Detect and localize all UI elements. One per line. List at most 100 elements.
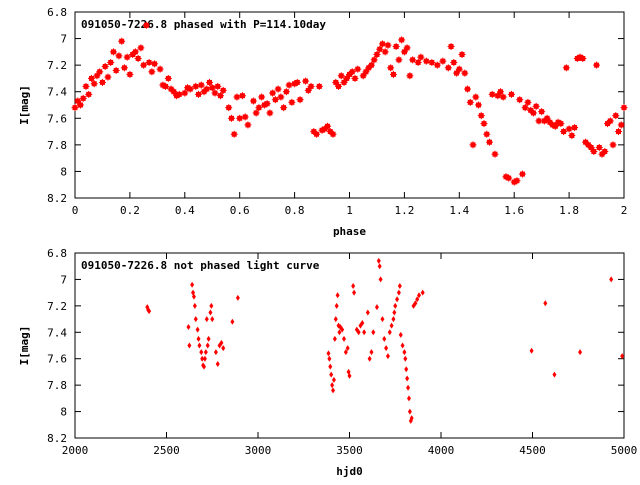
phased-plot: 0 0.2 0.4 0.6 0.8 1 1.2 1.4 1.6 1.8 2 6.8 7 7.2 7.4 7.6… xyxy=(18,6,628,238)
data-point xyxy=(219,339,224,346)
data-point xyxy=(403,44,411,52)
x-tick-label: 0 xyxy=(72,204,79,217)
data-point xyxy=(488,90,496,98)
data-point xyxy=(192,302,197,309)
y-tick-label: 8.2 xyxy=(47,432,67,445)
data-point xyxy=(480,120,488,128)
data-point xyxy=(406,395,411,402)
data-point xyxy=(148,68,156,76)
data-point xyxy=(134,55,142,62)
data-point xyxy=(359,72,367,80)
data-point xyxy=(195,326,200,333)
data-point xyxy=(205,342,210,349)
data-point xyxy=(516,96,524,104)
data-point xyxy=(378,276,383,283)
data-point xyxy=(400,342,405,349)
data-point xyxy=(104,73,112,81)
data-point xyxy=(340,78,348,86)
data-point xyxy=(385,353,390,360)
data-point xyxy=(162,82,170,90)
data-point xyxy=(392,43,400,51)
data-point xyxy=(202,355,207,362)
data-point xyxy=(433,61,441,69)
data-point xyxy=(587,144,595,152)
x-tick-label: 3500 xyxy=(336,444,363,457)
data-point xyxy=(329,130,337,138)
data-point xyxy=(384,345,389,352)
data-point xyxy=(79,94,87,102)
y-tick-label: 7.8 xyxy=(47,379,67,392)
data-point xyxy=(565,125,573,133)
data-point xyxy=(617,121,625,129)
data-point xyxy=(593,61,601,69)
data-point xyxy=(192,82,200,90)
data-point xyxy=(609,141,617,149)
y-tick-label: 7.6 xyxy=(47,353,67,366)
data-point xyxy=(499,93,507,101)
data-point xyxy=(190,281,195,288)
data-point xyxy=(209,302,214,309)
data-point xyxy=(340,326,345,333)
data-point xyxy=(417,53,425,61)
data-point xyxy=(202,363,207,370)
data-point xyxy=(398,331,403,338)
x-tick-label: 0.6 xyxy=(230,204,250,217)
y-axis-label: I[mag] xyxy=(18,85,31,125)
data-point xyxy=(96,68,104,76)
data-point xyxy=(304,86,312,94)
data-point xyxy=(571,124,579,132)
data-point xyxy=(352,289,357,296)
data-point xyxy=(216,92,224,100)
data-point xyxy=(175,90,183,98)
data-point xyxy=(271,96,279,104)
data-point xyxy=(360,320,365,327)
data-point xyxy=(391,316,396,323)
data-point xyxy=(422,57,430,65)
data-point xyxy=(274,85,282,93)
data-point xyxy=(214,82,222,90)
data-point xyxy=(131,48,139,56)
y-tick-label: 7 xyxy=(60,33,67,46)
data-point xyxy=(406,72,414,80)
data-point xyxy=(406,384,411,391)
data-point xyxy=(204,316,209,323)
data-point xyxy=(620,353,625,360)
data-point xyxy=(307,82,315,90)
data-point xyxy=(101,62,109,70)
x-tick-label: 4500 xyxy=(519,444,546,457)
data-point xyxy=(213,349,218,356)
data-point xyxy=(393,302,398,309)
data-point xyxy=(147,308,152,315)
y-tick-label: 8 xyxy=(60,165,67,178)
data-point xyxy=(595,144,603,152)
data-point xyxy=(193,316,198,323)
data-point xyxy=(334,302,339,309)
data-point xyxy=(609,276,614,283)
data-point xyxy=(615,128,623,136)
data-point xyxy=(191,293,196,300)
x-tick-label: 0.8 xyxy=(285,204,305,217)
data-point xyxy=(413,300,418,307)
data-point xyxy=(483,130,491,138)
data-point xyxy=(196,335,201,342)
y-tick-label: 7.4 xyxy=(47,326,67,339)
data-point xyxy=(342,335,347,342)
data-point xyxy=(238,92,246,100)
data-point xyxy=(428,58,436,66)
data-point xyxy=(249,97,257,105)
data-point xyxy=(126,70,134,78)
plot-frame xyxy=(74,252,625,439)
data-point xyxy=(151,60,159,68)
y-tick-label: 6.8 xyxy=(47,6,67,19)
data-point xyxy=(331,376,336,383)
y-tick-label: 7 xyxy=(60,273,67,286)
x-tick-label: 1.2 xyxy=(394,204,414,217)
data-point xyxy=(453,69,461,77)
data-point xyxy=(170,88,178,96)
data-point xyxy=(397,283,402,290)
data-point xyxy=(112,66,120,74)
data-point xyxy=(362,68,370,76)
y-tick-label: 7.2 xyxy=(47,59,67,72)
data-point xyxy=(324,122,332,130)
